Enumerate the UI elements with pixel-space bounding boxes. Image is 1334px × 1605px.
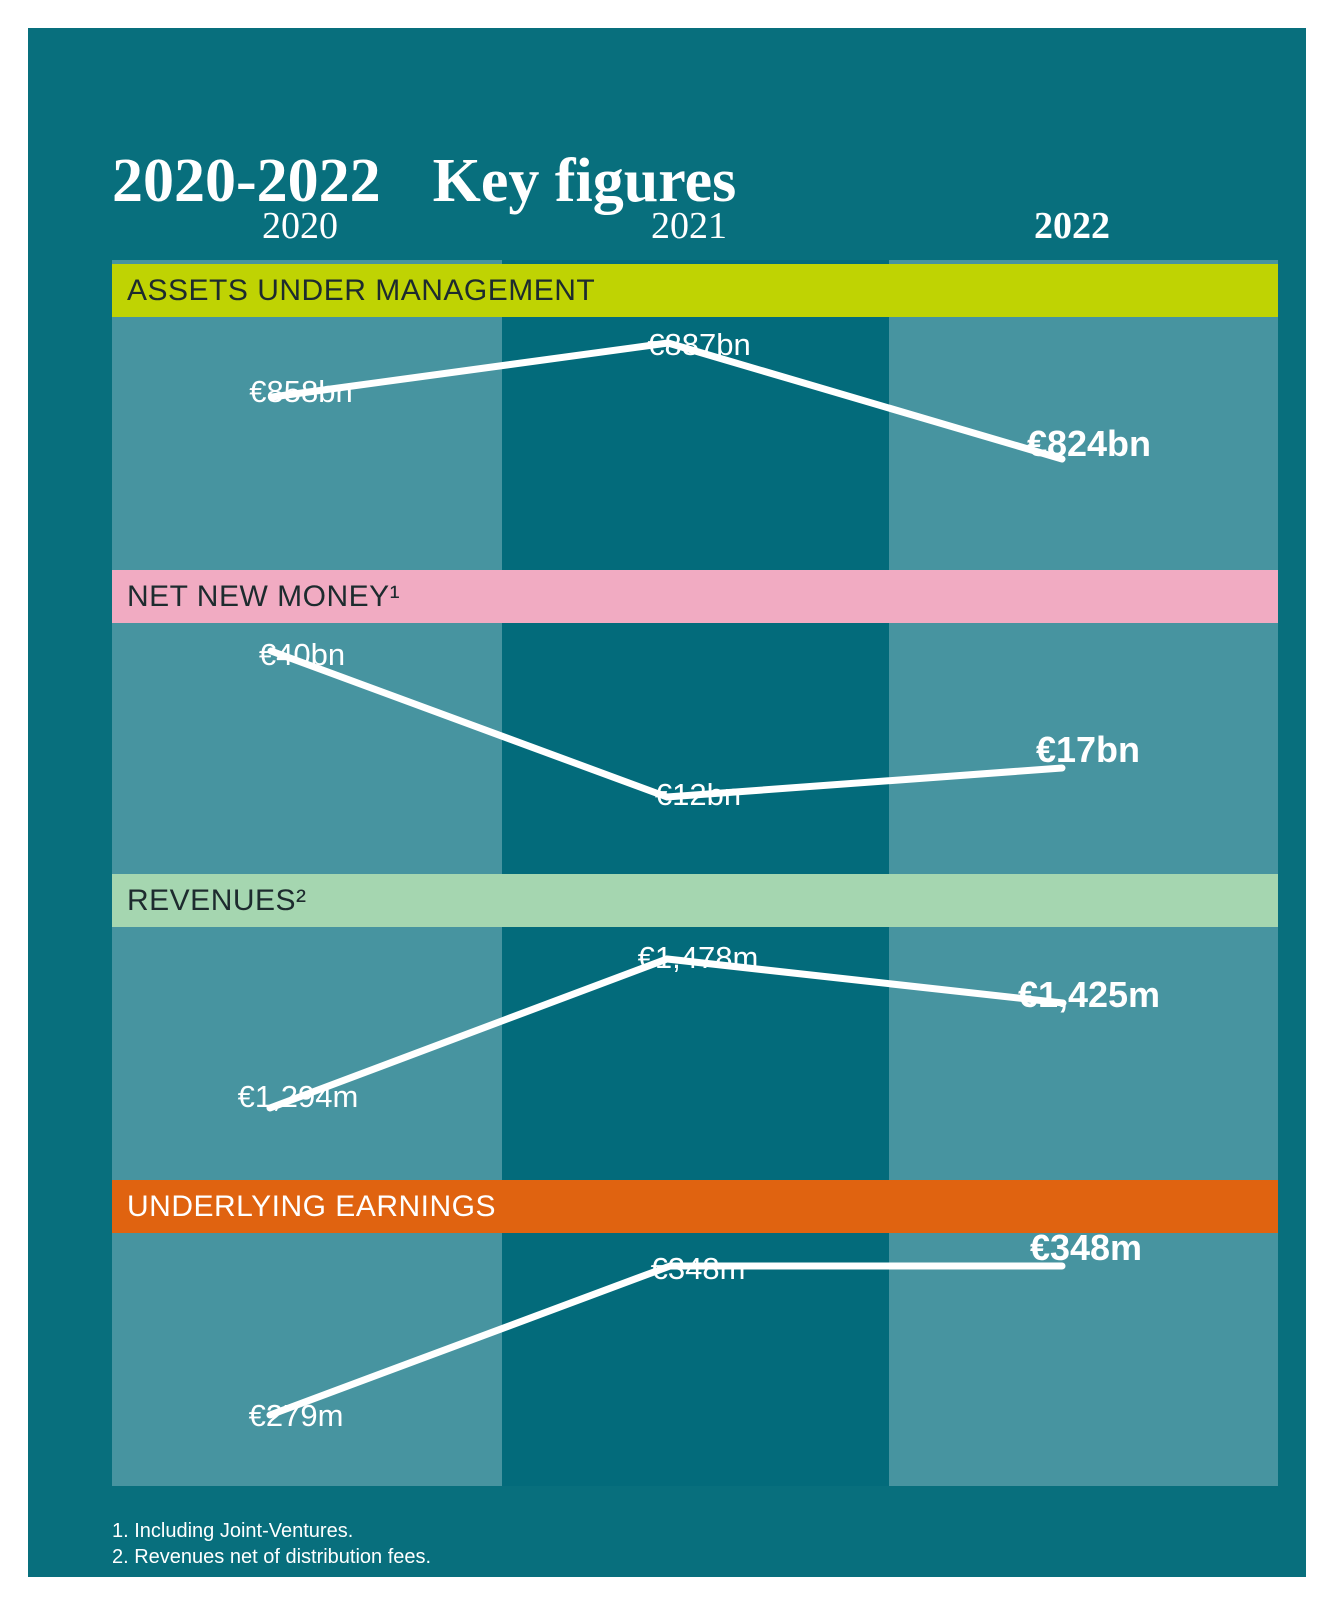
- footnote-1: 1. Including Joint-Ventures.: [112, 1520, 354, 1542]
- value-label-nnm-2022: €17bn: [1035, 729, 1141, 770]
- teal-panel: 2020-2022 Key figures 2020 2021 2022 ASSE…: [28, 28, 1306, 1577]
- footnotes: 1. Including Joint-Ventures. 2. Revenues…: [112, 1518, 431, 1570]
- value-label-earnings-2020: €279m: [248, 1398, 344, 1433]
- page-title: 2020-2022 Key figures: [112, 146, 736, 217]
- section-header-assets-under-management: ASSETS UNDER MANAGEMENT: [112, 264, 1278, 317]
- section-header-underlying-earnings: UNDERLYING EARNINGS: [112, 1180, 1278, 1233]
- year-label-2021: 2021: [651, 205, 727, 247]
- column-band-2021: [502, 260, 889, 1486]
- value-label-revenues-2022: €1,425m: [1017, 974, 1161, 1015]
- value-label-revenues-2020: €1,294m: [237, 1079, 359, 1114]
- value-label-aum-2022: €824bn: [1026, 423, 1152, 464]
- section-header-revenues: REVENUES²: [112, 874, 1278, 927]
- year-label-2020: 2020: [262, 205, 338, 247]
- section-header-net-new-money: NET NEW MONEY¹: [112, 570, 1278, 623]
- value-label-aum-2020: €858bn: [249, 374, 353, 409]
- column-band-2020: [112, 260, 502, 1486]
- title-heading: Key figures: [432, 146, 737, 215]
- value-label-revenues-2021: €1,478m: [637, 940, 759, 975]
- value-label-nnm-2020: €40bn: [258, 637, 346, 672]
- year-label-2022: 2022: [1034, 205, 1110, 247]
- value-label-aum-2021: €887bn: [647, 327, 751, 362]
- value-label-earnings-2022: €348m: [1029, 1227, 1143, 1268]
- footnote-2: 2. Revenues net of distribution fees.: [112, 1546, 432, 1568]
- value-label-earnings-2021: €348m: [650, 1251, 746, 1286]
- title-year-range: 2020-2022: [112, 146, 381, 215]
- value-label-nnm-2021: €12bn: [654, 777, 742, 812]
